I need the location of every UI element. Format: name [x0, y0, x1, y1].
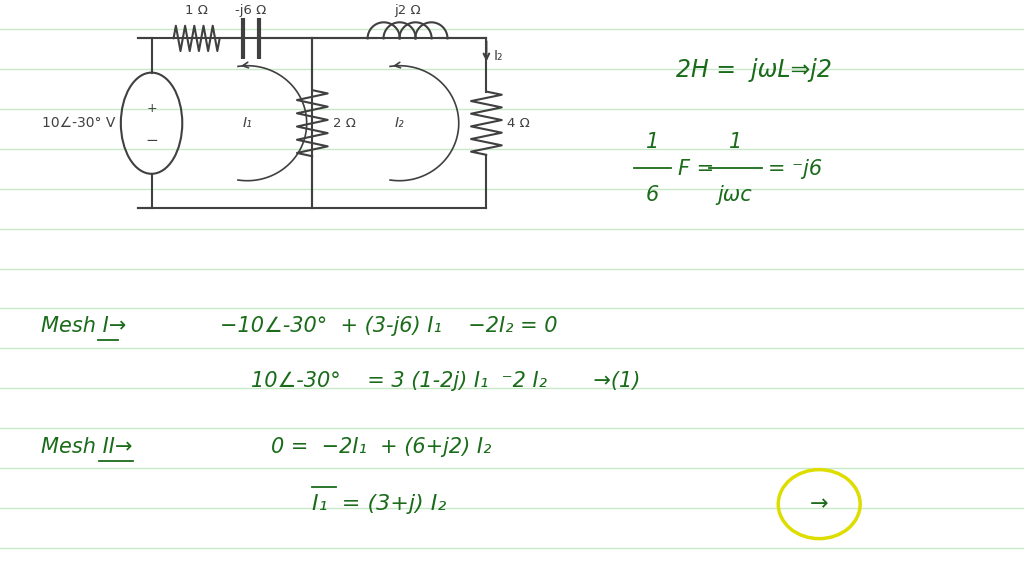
Text: −: − [145, 134, 158, 149]
Text: jωc: jωc [718, 185, 753, 206]
Text: 4 Ω: 4 Ω [507, 117, 529, 130]
Text: F =: F = [678, 158, 714, 179]
Text: j2 Ω: j2 Ω [394, 3, 421, 17]
Text: I₁  = (3+j) I₂: I₁ = (3+j) I₂ [312, 494, 446, 514]
Text: 10∠-30°    = 3 (1-2j) I₁  ⁻2 I₂       →(1): 10∠-30° = 3 (1-2j) I₁ ⁻2 I₂ →(1) [251, 370, 640, 391]
Text: Mesh II→: Mesh II→ [41, 437, 132, 457]
Text: 1: 1 [646, 132, 658, 152]
Text: -j6 Ω: -j6 Ω [236, 3, 266, 17]
Text: I₂: I₂ [394, 116, 404, 130]
Text: I₁: I₁ [243, 116, 252, 130]
Text: Mesh I→: Mesh I→ [41, 316, 126, 336]
Text: 1 Ω: 1 Ω [185, 3, 208, 17]
Text: 2 Ω: 2 Ω [333, 117, 355, 130]
Text: = ⁻j6: = ⁻j6 [768, 158, 822, 179]
Text: 10∠-30° V: 10∠-30° V [42, 116, 116, 130]
Text: 0 =  −2I₁  + (6+j2) I₂: 0 = −2I₁ + (6+j2) I₂ [271, 437, 492, 457]
Text: +: + [146, 101, 157, 115]
Text: 6: 6 [646, 185, 658, 206]
Text: I₂: I₂ [494, 48, 503, 63]
Text: 1: 1 [729, 132, 741, 152]
Text: →: → [810, 494, 828, 514]
Text: 2H =  jωL⇒j2: 2H = jωL⇒j2 [676, 58, 831, 82]
Text: −10∠-30°  + (3-j6) I₁    −2I₂ = 0: −10∠-30° + (3-j6) I₁ −2I₂ = 0 [220, 316, 558, 336]
